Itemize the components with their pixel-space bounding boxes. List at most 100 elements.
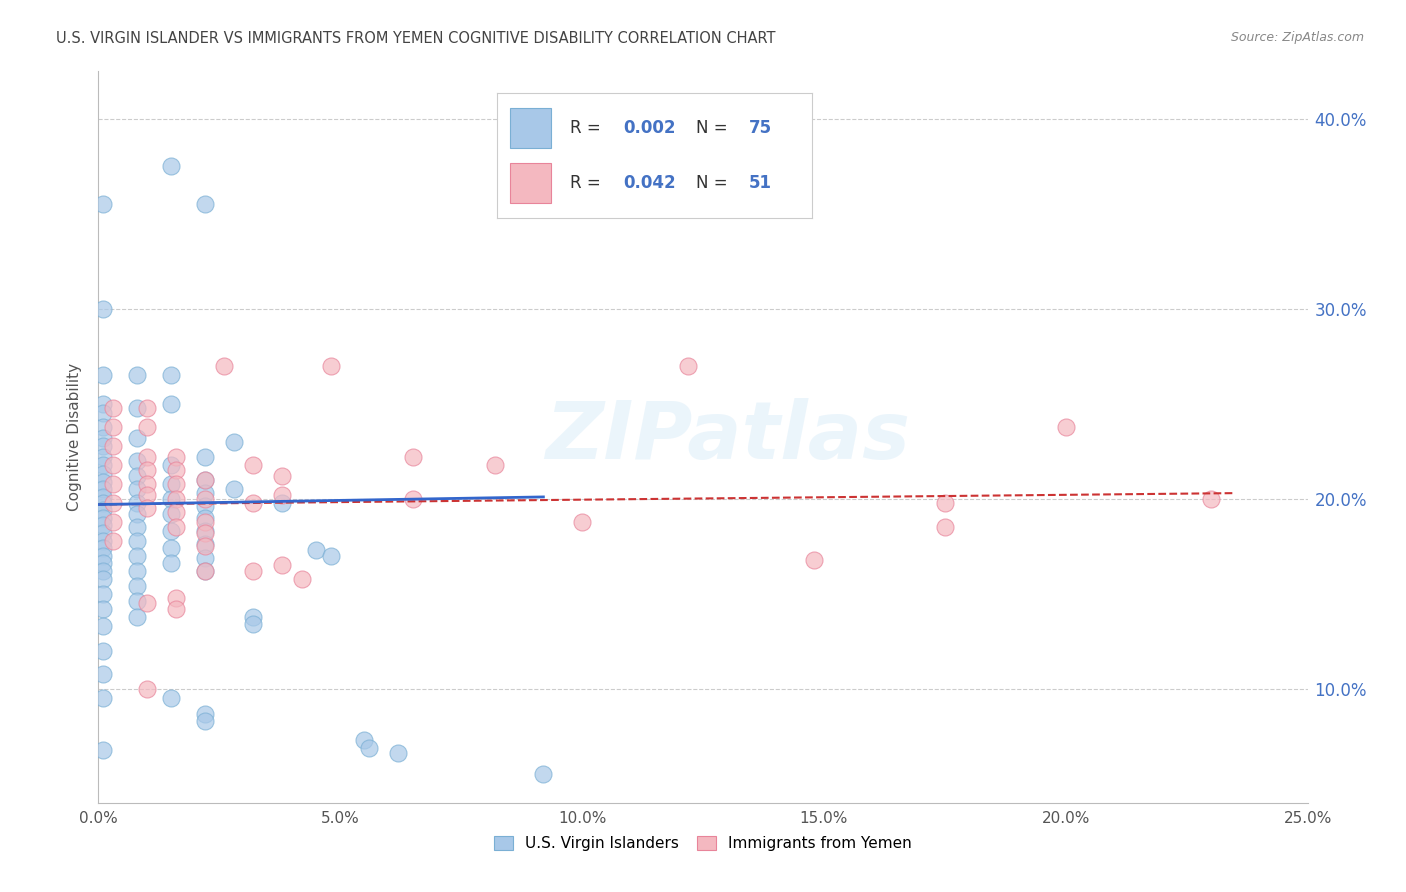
Point (194, 550, 217, 565)
Point (91, 587, 114, 601)
Point (160, 476, 183, 491)
Point (242, 458, 264, 472)
Point (803, 552, 825, 566)
Point (91, 526, 114, 541)
Point (165, 450, 187, 464)
Point (101, 439, 124, 453)
Point (135, 681, 157, 696)
Point (127, 401, 149, 415)
Point (127, 368, 149, 383)
Point (127, 609, 149, 624)
Point (160, 368, 183, 383)
Point (160, 557, 183, 571)
Point (271, 558, 294, 573)
Point (135, 463, 157, 477)
Point (91, 644, 114, 658)
Point (242, 495, 264, 509)
Point (194, 539, 217, 553)
Point (160, 524, 183, 538)
Point (160, 491, 183, 506)
Point (194, 564, 217, 578)
Point (165, 505, 187, 519)
Point (194, 524, 217, 538)
Point (194, 511, 217, 525)
Point (91, 666, 114, 681)
Point (101, 458, 124, 472)
Point (160, 458, 183, 472)
Point (135, 476, 157, 491)
Point (91, 475, 114, 489)
Point (91, 450, 114, 464)
Y-axis label: Cognitive Disability: Cognitive Disability (67, 363, 83, 511)
Point (91, 619, 114, 633)
Point (194, 486, 217, 500)
Point (165, 591, 187, 605)
Point (1054, 419, 1077, 434)
Point (242, 564, 264, 578)
Point (91, 458, 114, 472)
Point (160, 691, 183, 706)
Point (222, 434, 245, 449)
Point (91, 397, 114, 411)
Point (271, 469, 294, 483)
Point (571, 515, 593, 529)
Point (91, 483, 114, 497)
Point (127, 549, 149, 563)
Text: ZIPatlas: ZIPatlas (544, 398, 910, 476)
Point (91, 511, 114, 525)
Point (160, 507, 183, 521)
Point (91, 564, 114, 578)
Point (91, 197, 114, 211)
Point (127, 495, 149, 509)
Point (135, 596, 157, 610)
Point (165, 602, 187, 616)
Point (135, 450, 157, 464)
Point (160, 159, 183, 173)
Point (127, 454, 149, 468)
Point (135, 488, 157, 502)
Point (212, 359, 235, 373)
Point (91, 549, 114, 563)
Point (91, 301, 114, 316)
Point (678, 359, 700, 373)
Point (194, 515, 217, 529)
Point (194, 537, 217, 551)
Point (194, 197, 217, 211)
Point (194, 473, 217, 487)
Point (305, 543, 328, 558)
Point (160, 397, 183, 411)
Point (319, 549, 342, 563)
Point (101, 533, 124, 548)
Point (127, 520, 149, 534)
Point (194, 706, 217, 721)
Point (271, 495, 294, 509)
Point (242, 609, 264, 624)
Point (127, 469, 149, 483)
Point (242, 617, 264, 632)
Point (101, 419, 124, 434)
Point (91, 742, 114, 756)
Point (402, 491, 425, 506)
Point (194, 564, 217, 578)
Point (91, 691, 114, 706)
Point (127, 507, 149, 521)
Point (135, 419, 157, 434)
Point (194, 450, 217, 464)
Point (91, 572, 114, 586)
Point (353, 733, 375, 747)
Point (165, 476, 187, 491)
Point (91, 503, 114, 517)
Point (934, 520, 956, 534)
Point (290, 572, 312, 586)
Point (135, 401, 157, 415)
Point (127, 579, 149, 593)
Point (194, 526, 217, 541)
Point (101, 476, 124, 491)
Text: Source: ZipAtlas.com: Source: ZipAtlas.com (1230, 31, 1364, 45)
Point (194, 473, 217, 487)
Point (91, 602, 114, 616)
Point (91, 368, 114, 383)
Point (160, 541, 183, 556)
Point (91, 518, 114, 533)
Point (91, 533, 114, 548)
